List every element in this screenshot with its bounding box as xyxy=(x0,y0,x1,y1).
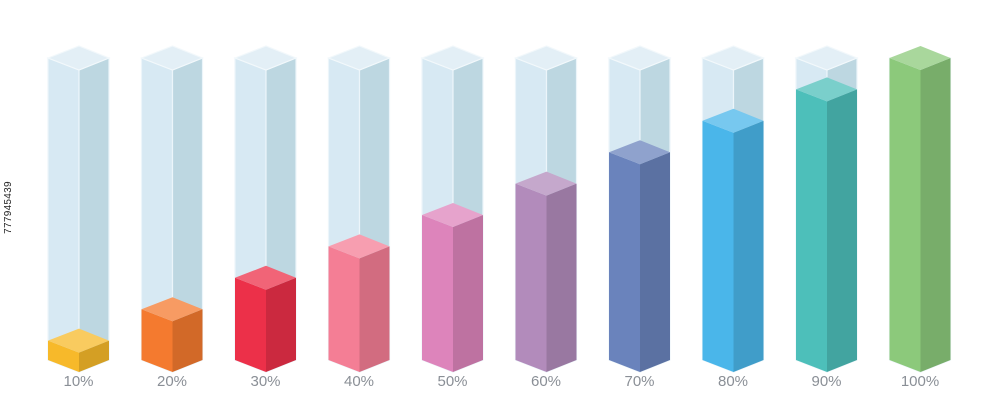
bar-top-4 xyxy=(328,234,390,259)
tube-top-8 xyxy=(700,45,766,71)
tube-front-1 xyxy=(47,57,80,373)
tick-label-5: 50% xyxy=(437,373,467,390)
tube-top-2 xyxy=(139,45,205,71)
bar-group-5: 50% xyxy=(420,45,485,390)
tick-label-9: 90% xyxy=(811,373,841,390)
bar-front-5 xyxy=(422,215,453,372)
bar-front-2 xyxy=(141,309,173,372)
bar-side-7 xyxy=(640,152,670,372)
bar-top-2 xyxy=(141,297,203,322)
bar-top-1 xyxy=(48,328,109,353)
bar-top-7 xyxy=(609,140,670,165)
bar-group-2: 20% xyxy=(139,45,205,390)
tick-label-3: 30% xyxy=(250,373,280,390)
bar-front-4 xyxy=(328,246,360,372)
tick-label-8: 80% xyxy=(718,373,748,390)
bar-side-1 xyxy=(79,340,109,372)
tube-top-4 xyxy=(326,45,392,71)
bar-front-1 xyxy=(48,340,79,372)
bar-group-9: 90% xyxy=(794,45,859,390)
bar-side-6 xyxy=(546,183,577,372)
bar-group-10: 100% xyxy=(888,46,952,390)
tick-label-10: 100% xyxy=(901,373,939,390)
tube-top-3 xyxy=(233,45,298,71)
bar-top-8 xyxy=(702,108,764,133)
bar-group-6: 60% xyxy=(513,45,579,390)
bar-side-9 xyxy=(827,89,857,373)
bar-side-10 xyxy=(920,58,951,372)
bar-group-4: 40% xyxy=(326,45,392,390)
tube-top-6 xyxy=(513,45,579,71)
bar-top-10 xyxy=(889,46,951,70)
tick-label-4: 40% xyxy=(344,373,374,390)
tick-label-1: 10% xyxy=(63,373,93,390)
bar-side-4 xyxy=(359,246,390,372)
tick-label-6: 60% xyxy=(531,373,561,390)
tube-top-9 xyxy=(794,45,859,71)
tube-side-1 xyxy=(78,57,110,373)
bar-front-7 xyxy=(609,152,640,372)
stock-id-label: 777945439 xyxy=(0,0,16,415)
bar-top-6 xyxy=(515,171,577,196)
tube-top-7 xyxy=(607,45,672,71)
bar-group-7: 70% xyxy=(607,45,672,390)
bar-front-8 xyxy=(702,120,734,372)
bar-group-3: 30% xyxy=(233,45,298,390)
bar-front-6 xyxy=(515,183,547,372)
bar-group-8: 80% xyxy=(700,45,766,390)
stock-id-text: 777945439 xyxy=(2,181,14,234)
bar-side-5 xyxy=(453,215,483,372)
bar-side-2 xyxy=(172,309,203,372)
bar-front-3 xyxy=(235,277,266,372)
bar-front-10 xyxy=(889,58,921,372)
bar-top-9 xyxy=(796,77,857,102)
tick-label-7: 70% xyxy=(624,373,654,390)
bar-group-1: 10% xyxy=(46,45,111,390)
tube-top-5 xyxy=(420,45,485,71)
bar-top-3 xyxy=(235,265,296,290)
bar-side-8 xyxy=(733,120,764,372)
bar-front-9 xyxy=(796,89,827,373)
bar-side-3 xyxy=(266,277,296,372)
tube-top-1 xyxy=(46,45,111,71)
bar-top-5 xyxy=(422,203,483,227)
tick-label-2: 20% xyxy=(157,373,187,390)
